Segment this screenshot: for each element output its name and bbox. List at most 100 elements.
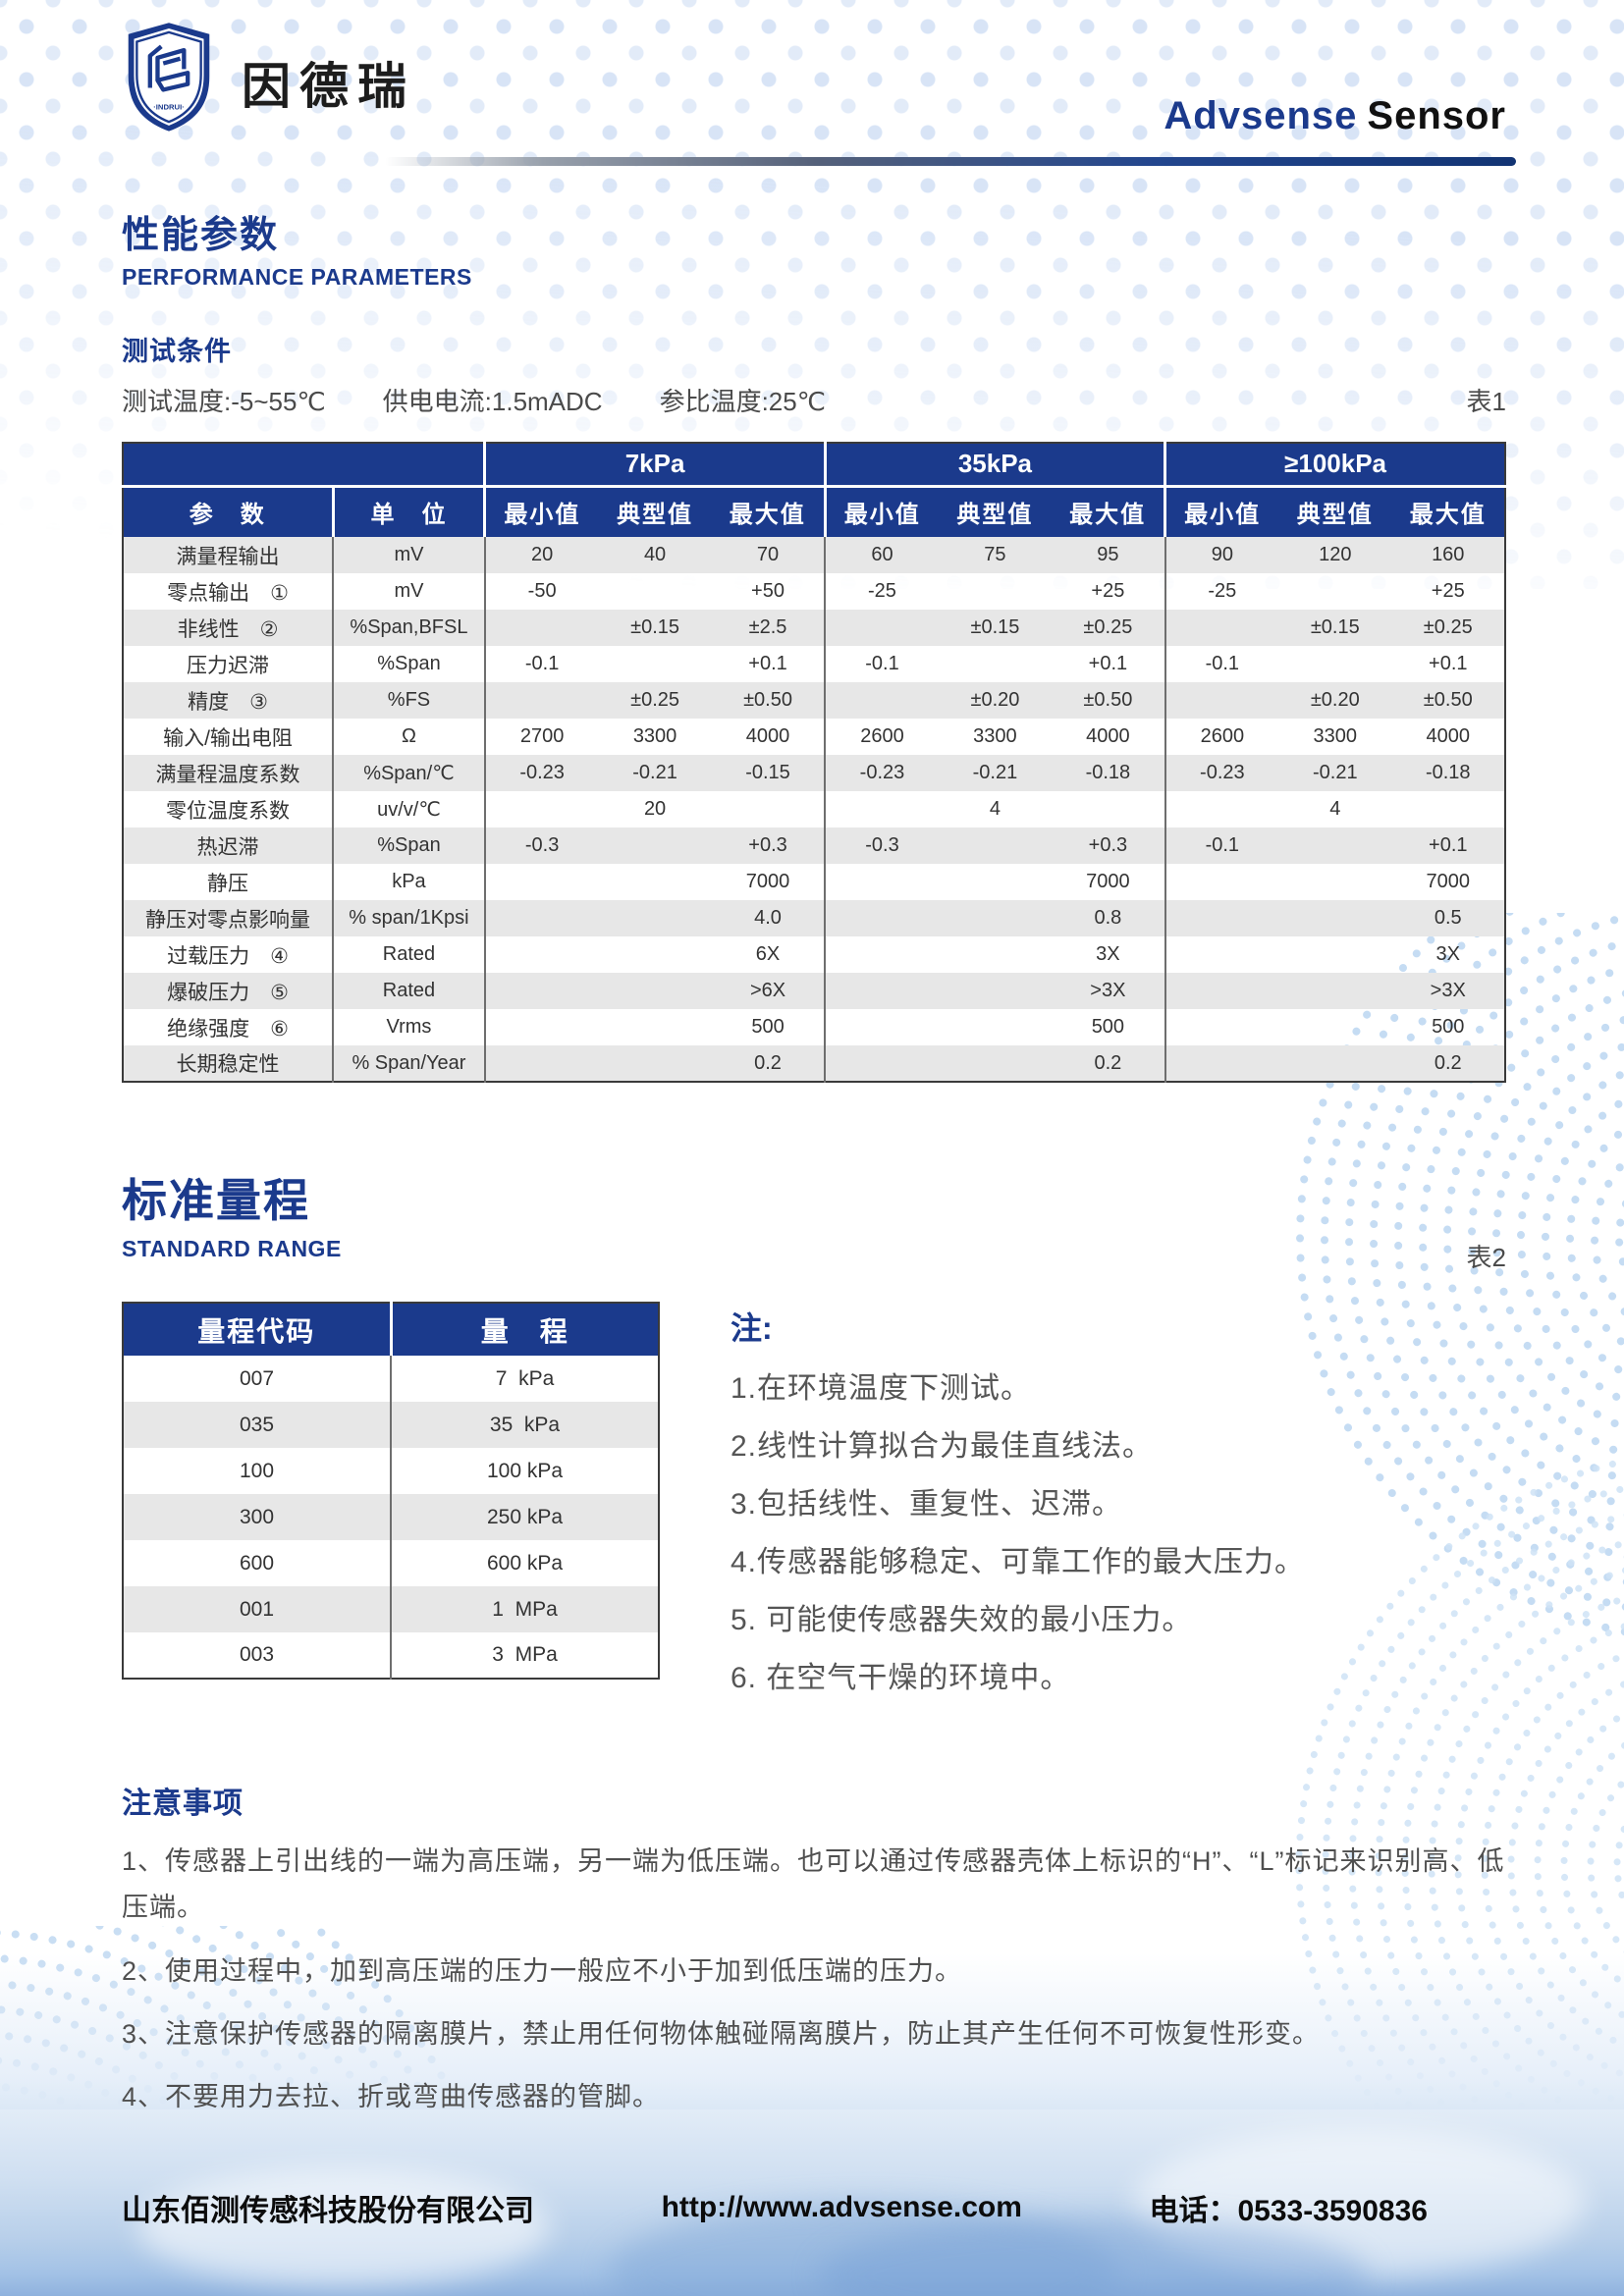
- table1-blank-header: [123, 443, 485, 488]
- value-cell: +50: [751, 580, 785, 602]
- stat-subheader: 最大值: [711, 486, 826, 537]
- value-cell: ±0.15: [598, 610, 712, 646]
- value-cell: [1278, 828, 1392, 864]
- value-cell: [1164, 610, 1279, 646]
- value-cell: [598, 936, 711, 973]
- value-cell: [824, 973, 939, 1009]
- unit-header: 单 位: [331, 486, 485, 537]
- value-cell: [824, 1045, 939, 1082]
- stat-subheader: 最大值: [1052, 486, 1165, 537]
- value-cell: [938, 1045, 1053, 1082]
- value-cell: +0.3: [711, 828, 826, 864]
- note-item: 5. 可能使传感器失效的最小压力。: [731, 1604, 1193, 1636]
- table-row: 零位温度系数 uv/v/℃ 20 4 4: [123, 791, 1505, 828]
- unit-cell: % Span/Year: [332, 1045, 485, 1082]
- notes-list: 1.在环境温度下测试。 2.线性计算拟合为最佳直线法。 3.包括线性、重复性、迟滞。…: [731, 1363, 1305, 1696]
- range-row-item: 003 3 MPa: [123, 1632, 659, 1679]
- value-cell: [1278, 573, 1391, 610]
- value-cell: 6X: [755, 943, 781, 965]
- param-cell: 绝缘强度 ⑥: [167, 1017, 289, 1041]
- value-cell: -0.3: [483, 828, 599, 864]
- range-row-item: 035 35 kPa: [123, 1402, 659, 1448]
- range-code-header: 量程代码: [123, 1303, 391, 1356]
- value-cell: 4: [989, 798, 1001, 820]
- value-cell: [1164, 1045, 1279, 1082]
- value-cell: 0.8: [1052, 900, 1165, 936]
- value-cell: +0.1: [1391, 828, 1505, 864]
- table-row: 零点输出 ① mV -50 +50 -25 +25 -25 +25: [123, 573, 1505, 610]
- value-cell: +0.1: [1429, 653, 1468, 674]
- stat-subheader: 典型值: [938, 486, 1053, 537]
- value-cell: ±0.20: [938, 682, 1053, 719]
- value-cell: [939, 573, 1052, 610]
- param-cell: 过载压力 ④: [167, 944, 289, 968]
- table-row: 长期稳定性% Span/Year 0.2 0.2 0.2: [123, 1045, 1505, 1082]
- param-cell: 非线性 ②: [123, 610, 334, 646]
- stat-subheader: 最小值: [823, 486, 939, 537]
- value-cell: ±0.15: [938, 610, 1053, 646]
- value-cell: -0.21: [1278, 755, 1392, 791]
- value-cell: 4: [1329, 798, 1341, 820]
- dotted-swirl-decoration: [1296, 913, 1624, 1636]
- value-cell: [483, 1045, 599, 1082]
- table-row: 爆破压力 ⑤ Rated >6X >3X >3X: [123, 973, 1505, 1009]
- range-value-cell: 100 kPa: [390, 1448, 659, 1494]
- standard-range-table: 量程代码 量 程 007 7 kPa 035 35 kPa 100 100 kPa 300 2…: [122, 1302, 660, 1680]
- value-cell: 60: [824, 537, 939, 573]
- param-cell: 爆破压力 ⑤: [123, 973, 334, 1009]
- value-cell: 20: [643, 798, 667, 820]
- value-cell: [1164, 1009, 1279, 1045]
- value-cell: 2600: [824, 719, 939, 755]
- value-cell: 4000: [1426, 725, 1471, 747]
- value-cell: 3X: [1096, 943, 1120, 965]
- value-cell: ±0.50: [711, 682, 826, 719]
- unit-cell: % span/1Kpsi: [332, 900, 485, 936]
- test-condition-temperature: 测试温度:-5~55℃: [122, 387, 326, 416]
- value-cell: -0.1: [824, 646, 939, 682]
- precaution-item: 4、不要用力去拉、折或弯曲传感器的管脚。: [122, 2082, 661, 2111]
- value-cell: [1164, 900, 1279, 936]
- value-cell: 2600: [1164, 719, 1279, 755]
- param-cell: 长期稳定性: [123, 1045, 334, 1082]
- footer-map-texture: [1133, 2129, 1585, 2276]
- wordmark-advsense: Advsense: [1164, 94, 1358, 137]
- value-cell: >3X: [1391, 973, 1505, 1009]
- value-cell: [1278, 1045, 1392, 1082]
- unit-cell: %Span: [332, 828, 485, 864]
- range-group-header: ≥100kPa: [1164, 443, 1505, 488]
- test-conditions-heading: 测试条件: [122, 337, 232, 366]
- value-cell: ±0.25: [1052, 610, 1165, 646]
- value-cell: 4000: [745, 725, 790, 747]
- value-cell: [712, 791, 825, 828]
- note-item: 1.在环境温度下测试。: [731, 1372, 1032, 1405]
- value-cell: 3300: [973, 725, 1017, 747]
- value-cell: ±0.25: [598, 682, 712, 719]
- value-cell: [598, 864, 711, 900]
- value-cell: [598, 1009, 711, 1045]
- table-row: 非线性 ② %Span,BFSL ±0.15 ±2.5 ±0.15 ±0.25 ±0.15 ±…: [123, 610, 1505, 646]
- value-cell: [598, 900, 712, 936]
- table-row: 绝缘强度 ⑥ Vrms 500 500 500: [123, 1009, 1505, 1045]
- param-cell: 满量程输出: [123, 537, 334, 573]
- value-cell: [1278, 936, 1391, 973]
- param-cell: 输入/输出电阻: [163, 726, 293, 750]
- footer-company-name: 山东佰测传感科技股份有限公司: [122, 2195, 534, 2227]
- range-code-cell: 007: [239, 1366, 275, 1390]
- range-code-cell: 035: [123, 1402, 391, 1448]
- table-row: 压力迟滞 %Span -0.1 +0.1 -0.1 +0.1 -0.1 +0.1: [123, 646, 1505, 682]
- value-cell: [1278, 900, 1392, 936]
- value-cell: 0.2: [711, 1045, 826, 1082]
- value-cell: [938, 900, 1053, 936]
- value-cell: 70: [711, 537, 826, 573]
- range-value-cell: 600 kPa: [390, 1540, 659, 1586]
- value-cell: -25: [1164, 573, 1279, 610]
- value-cell: ±0.15: [1278, 610, 1392, 646]
- unit-cell: kPa: [332, 864, 485, 900]
- table-row: 满量程温度系数 %Span/℃ -0.23 -0.21 -0.15 -0.23 -0.21-…: [123, 755, 1505, 791]
- unit-cell: %Span,BFSL: [332, 610, 485, 646]
- value-cell: -0.15: [711, 755, 826, 791]
- value-cell: [483, 936, 599, 973]
- value-cell: [824, 682, 939, 719]
- value-cell: 3X: [1435, 943, 1460, 965]
- value-cell: [939, 864, 1052, 900]
